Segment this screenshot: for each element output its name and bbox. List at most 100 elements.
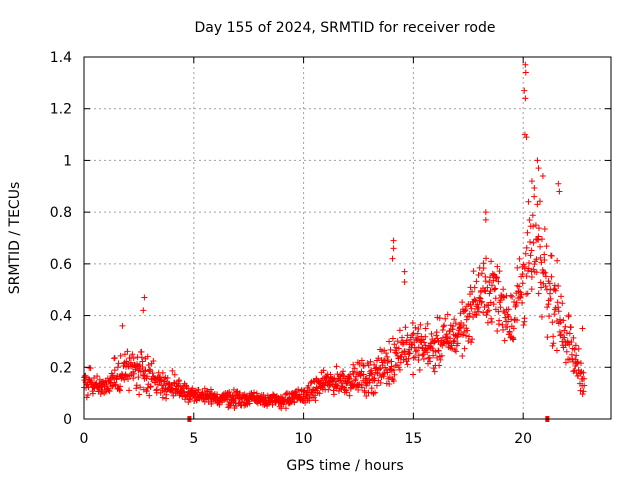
data-point [521, 87, 528, 94]
data-point [469, 288, 476, 295]
x-tick-label: 15 [404, 431, 422, 447]
data-point [396, 327, 403, 334]
data-point [488, 318, 495, 325]
data-point [354, 369, 361, 376]
data-point [531, 185, 538, 192]
data-point [469, 336, 476, 343]
data-point [523, 134, 530, 141]
data-point [401, 348, 408, 355]
data-point [246, 400, 253, 407]
y-tick-label: 1.4 [50, 50, 72, 66]
data-point [496, 268, 503, 275]
data-point [578, 360, 585, 367]
data-point [485, 307, 492, 314]
data-point [484, 319, 491, 326]
data-point [431, 368, 438, 375]
data-point [404, 332, 411, 339]
data-point [115, 360, 122, 367]
data-point [117, 383, 124, 390]
data-point [468, 305, 475, 312]
data-point [377, 365, 384, 372]
chart-title: Day 155 of 2024, SRMTID for receiver rod… [195, 20, 496, 36]
data-point [443, 331, 450, 338]
data-point [493, 275, 500, 282]
data-point [531, 261, 538, 268]
data-point [154, 381, 161, 388]
data-point [359, 384, 366, 391]
data-point [572, 356, 579, 363]
data-point [195, 386, 202, 393]
data-point [312, 392, 319, 399]
data-point [291, 399, 298, 406]
data-point [89, 388, 96, 395]
data-point [420, 355, 427, 362]
data-point [525, 198, 532, 205]
data-point [323, 374, 330, 381]
data-point [407, 334, 414, 341]
data-point [191, 390, 198, 397]
data-point [520, 322, 527, 329]
data-point [450, 323, 457, 330]
data-point [538, 313, 545, 320]
data-point [486, 279, 493, 286]
data-point [563, 329, 570, 336]
data-point [189, 385, 196, 392]
data-point [529, 212, 536, 219]
data-point [124, 360, 131, 367]
data-point [333, 381, 340, 388]
data-point [137, 384, 144, 391]
data-point [426, 358, 433, 365]
data-point [159, 394, 166, 401]
data-point [543, 243, 550, 250]
data-point [385, 357, 392, 364]
data-point [325, 386, 332, 393]
data-point [138, 348, 145, 355]
data-point [562, 323, 569, 330]
data-point [568, 339, 575, 346]
data-point [551, 282, 558, 289]
data-point [176, 377, 183, 384]
data-point [538, 284, 545, 291]
data-point [397, 359, 404, 366]
data-point [492, 285, 499, 292]
data-point [383, 350, 390, 357]
data-point [421, 339, 428, 346]
axis-ticks [83, 56, 611, 420]
data-point [360, 362, 367, 369]
data-point [398, 353, 405, 360]
data-point [461, 328, 468, 335]
data-point [277, 393, 284, 400]
data-point [414, 347, 421, 354]
data-point [473, 312, 480, 319]
data-point [470, 268, 477, 275]
data-point [390, 367, 397, 374]
data-point [563, 348, 570, 355]
data-point [537, 243, 544, 250]
data-point [550, 333, 557, 340]
data-point [409, 331, 416, 338]
data-point [401, 268, 408, 275]
data-point [446, 335, 453, 342]
x-axis-label: GPS time / hours [286, 458, 403, 474]
data-point [575, 345, 582, 352]
data-point [422, 325, 429, 332]
data-point [140, 307, 147, 314]
data-point [526, 216, 533, 223]
data-point [541, 251, 548, 258]
data-point [555, 283, 562, 290]
data-point [467, 301, 474, 308]
data-point [522, 95, 529, 102]
data-point [396, 366, 403, 373]
data-point [389, 255, 396, 262]
data-point [406, 350, 413, 357]
data-point [222, 395, 229, 402]
data-point [226, 403, 233, 410]
data-point [185, 399, 192, 406]
data-point [531, 193, 538, 200]
data-point [163, 391, 170, 398]
data-point [441, 322, 448, 329]
data-point [559, 338, 566, 345]
data-point [475, 308, 482, 315]
data-point [464, 327, 471, 334]
data-point [139, 358, 146, 365]
